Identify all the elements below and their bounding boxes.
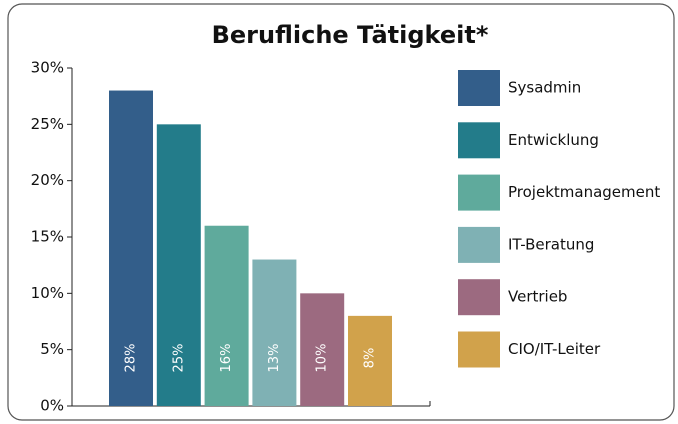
legend-label: Sysadmin: [508, 79, 581, 97]
legend-swatch: [458, 174, 500, 211]
bar: [156, 124, 201, 406]
bar: [348, 315, 392, 406]
legend-swatch: [458, 279, 500, 316]
data-label: 13%: [267, 344, 282, 373]
data-label: 10%: [315, 344, 330, 373]
data-label: 25%: [171, 344, 186, 373]
y-tick-label: 15%: [31, 228, 64, 246]
bar: [204, 225, 249, 406]
legend-label: Projektmanagement: [508, 183, 660, 201]
y-tick-label: 30%: [31, 59, 64, 77]
legend-swatch: [458, 331, 500, 368]
data-label: 16%: [219, 344, 234, 373]
y-tick-label: 5%: [40, 340, 64, 358]
y-tick-label: 25%: [31, 115, 64, 133]
chart-title: Berufliche Tätigkeit*: [212, 21, 489, 49]
data-label: 8%: [363, 348, 378, 369]
legend-swatch: [458, 122, 500, 159]
legend-label: Entwicklung: [508, 131, 599, 149]
legend-label: IT-Beratung: [508, 235, 594, 253]
bar: [252, 259, 297, 406]
legend-label: CIO/IT-Leiter: [508, 340, 601, 358]
y-tick-label: 10%: [31, 284, 64, 302]
legend-swatch: [458, 70, 500, 106]
y-tick-label: 0%: [40, 397, 64, 415]
bar: [109, 90, 153, 407]
bar: [300, 293, 345, 406]
data-label: 28%: [124, 344, 139, 373]
legend-swatch: [458, 226, 500, 263]
y-tick-label: 20%: [31, 171, 64, 189]
legend-label: Vertrieb: [508, 288, 567, 306]
